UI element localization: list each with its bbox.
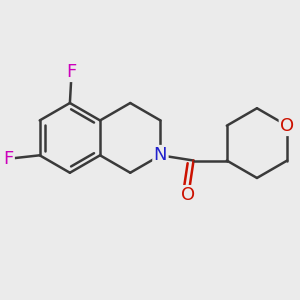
Text: F: F	[67, 63, 77, 81]
Text: O: O	[280, 117, 294, 135]
Text: N: N	[154, 146, 167, 164]
Text: O: O	[181, 186, 195, 204]
Text: F: F	[3, 150, 14, 168]
